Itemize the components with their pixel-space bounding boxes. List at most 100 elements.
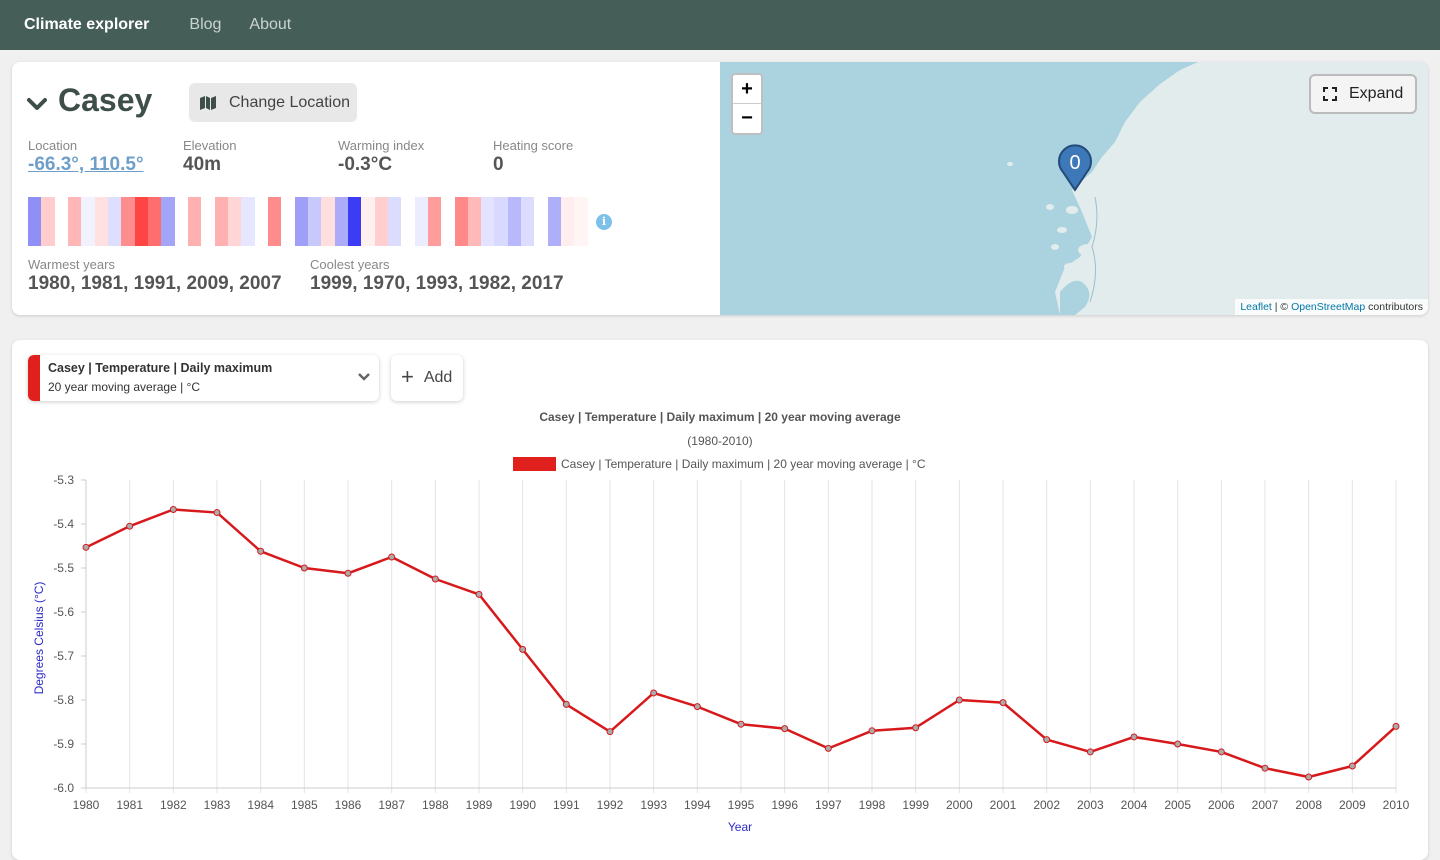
zoom-out-button[interactable]: − <box>741 107 753 129</box>
location-coordinates-link[interactable]: -66.3°, 110.5° <box>28 154 144 175</box>
warming-stripe <box>494 197 508 246</box>
data-point[interactable] <box>1043 736 1051 744</box>
data-point[interactable] <box>126 522 134 530</box>
x-tick-label: 1985 <box>291 798 318 812</box>
attribution-contributors: contributors <box>1365 301 1423 313</box>
legend-label[interactable]: Casey | Temperature | Daily maximum | 20… <box>561 457 926 471</box>
nav-link-blog[interactable]: Blog <box>189 16 222 33</box>
data-point[interactable] <box>1174 740 1182 748</box>
data-point[interactable] <box>1130 733 1138 741</box>
stat-warming: Warming index -0.3°C <box>338 138 424 176</box>
data-point[interactable] <box>955 696 963 704</box>
data-point[interactable] <box>82 543 90 551</box>
data-point[interactable] <box>650 689 658 697</box>
x-tick-label: 1983 <box>204 798 231 812</box>
map-icon <box>200 95 216 110</box>
warming-stripe <box>147 197 162 246</box>
x-tick-label: 1984 <box>247 798 274 812</box>
stat-heating-label: Heating score <box>493 138 574 153</box>
x-tick-label: 1992 <box>597 798 624 812</box>
chevron-down-icon[interactable] <box>26 93 48 115</box>
warming-stripe <box>107 197 122 246</box>
warming-stripe <box>294 197 308 246</box>
data-point[interactable] <box>999 699 1007 707</box>
chart-card: Casey | Temperature | Daily maximum 20 y… <box>12 340 1428 860</box>
location-name: Casey <box>58 82 153 118</box>
warming-stripe <box>347 197 362 246</box>
zoom-in-button[interactable]: + <box>733 75 761 104</box>
data-point[interactable] <box>1392 722 1400 730</box>
y-tick-label: -5.9 <box>53 737 74 751</box>
warming-stripe <box>54 197 68 246</box>
leaflet-link[interactable]: Leaflet <box>1240 301 1272 313</box>
warming-stripe <box>121 197 135 246</box>
warming-stripe <box>427 197 442 246</box>
data-point[interactable] <box>868 727 876 735</box>
data-point[interactable] <box>1305 773 1313 781</box>
data-point[interactable] <box>475 590 483 598</box>
y-tick-label: -5.7 <box>53 649 74 663</box>
x-tick-label: 2000 <box>946 798 973 812</box>
expand-map-button[interactable]: Expand <box>1309 74 1417 114</box>
attribution-separator: | © <box>1271 301 1292 313</box>
x-tick-label: 1987 <box>378 798 405 812</box>
coolest-years-value: 1999, 1970, 1993, 1982, 2017 <box>310 273 564 294</box>
stat-heating-value: 0 <box>493 154 504 175</box>
change-location-button[interactable]: Change Location <box>189 83 357 122</box>
data-point[interactable] <box>257 547 265 555</box>
data-point[interactable] <box>519 645 527 653</box>
warmest-years: Warmest years 1980, 1981, 1991, 2009, 20… <box>28 257 282 295</box>
data-point[interactable] <box>213 509 221 517</box>
warming-stripes <box>28 197 588 246</box>
data-point[interactable] <box>388 553 396 561</box>
data-point[interactable] <box>169 505 177 513</box>
stat-location-label: Location <box>28 138 78 153</box>
location-card: Casey Change Location Location -66.3°, 1… <box>12 62 1428 315</box>
warming-stripe <box>41 197 55 246</box>
data-point[interactable] <box>1217 748 1225 756</box>
data-point[interactable] <box>693 703 701 711</box>
expand-icon <box>1323 87 1337 101</box>
x-tick-label: 2007 <box>1252 798 1279 812</box>
data-point[interactable] <box>431 575 439 583</box>
x-tick-label: 1994 <box>684 798 711 812</box>
location-map[interactable]: 0 + − Expand Leaflet | © OpenStreetMap c… <box>720 62 1428 315</box>
warming-stripe <box>534 197 548 246</box>
nav-link-about[interactable]: About <box>249 16 292 33</box>
x-tick-label: 2004 <box>1121 798 1148 812</box>
map-zoom-control: + − <box>731 73 763 135</box>
data-point[interactable] <box>300 564 308 572</box>
info-icon[interactable]: i <box>596 214 612 230</box>
brand-link[interactable]: Climate explorer <box>24 16 150 33</box>
warmest-years-label: Warmest years <box>28 257 115 272</box>
data-point[interactable] <box>606 728 614 736</box>
x-tick-label: 2008 <box>1295 798 1322 812</box>
warming-stripe <box>361 197 375 246</box>
warming-stripe <box>387 197 402 246</box>
osm-link[interactable]: OpenStreetMap <box>1291 301 1366 313</box>
stat-location: Location -66.3°, 110.5° <box>28 138 144 176</box>
coolest-years-label: Coolest years <box>310 257 390 272</box>
data-point[interactable] <box>824 744 832 752</box>
data-point[interactable] <box>1348 762 1356 770</box>
data-point[interactable] <box>1261 764 1269 772</box>
change-location-label: Change Location <box>229 93 350 111</box>
y-tick-label: -5.8 <box>53 693 74 707</box>
data-point[interactable] <box>1086 748 1094 756</box>
stat-elevation-value: 40m <box>183 154 222 175</box>
x-tick-label: 2009 <box>1339 798 1366 812</box>
data-point[interactable] <box>562 700 570 708</box>
data-point[interactable] <box>737 720 745 728</box>
warming-stripe <box>374 197 388 246</box>
map-marker-icon[interactable]: 0 <box>1057 144 1093 192</box>
warming-stripe <box>254 197 268 246</box>
warming-stripe <box>214 197 228 246</box>
data-point[interactable] <box>344 569 352 577</box>
series-selector[interactable]: Casey | Temperature | Daily maximum 20 y… <box>28 355 379 401</box>
x-tick-label: 1998 <box>859 798 886 812</box>
data-point[interactable] <box>912 724 920 732</box>
navbar: Climate explorer Blog About <box>0 0 1440 50</box>
data-point[interactable] <box>781 725 789 733</box>
x-tick-label: 2006 <box>1208 798 1235 812</box>
add-series-button[interactable]: + Add <box>391 355 463 401</box>
